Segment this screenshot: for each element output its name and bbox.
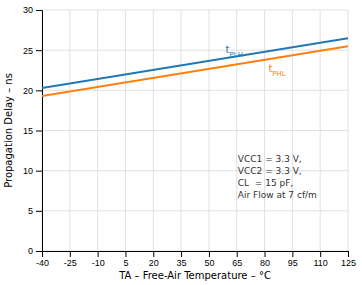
tick-label: 15 — [23, 126, 33, 136]
tick: 65 — [232, 251, 242, 268]
lines — [42, 38, 348, 96]
tick-label: 80 — [260, 258, 270, 268]
tick: 5 — [28, 206, 42, 216]
series-label: tPHL — [268, 63, 285, 78]
tick-mark — [181, 251, 182, 257]
tick: 20 — [149, 251, 159, 268]
tick-label: 125 — [341, 258, 356, 268]
axis-line — [43, 252, 349, 258]
y-axis: 0 5 10 15 20 25 30 — [23, 5, 43, 256]
annotation-line: VCC2 = 3.3 V, — [238, 166, 302, 176]
tick-mark — [348, 251, 349, 257]
tick-mark — [237, 251, 238, 257]
tick: 95 — [288, 251, 298, 268]
grid-line-y — [42, 130, 348, 131]
tick-label: 0 — [28, 246, 33, 256]
tick-mark — [36, 50, 42, 51]
grid — [42, 10, 348, 251]
tick-label: 110 — [314, 258, 328, 268]
tick-mark — [36, 90, 42, 91]
tick-label: 5 — [28, 206, 33, 216]
tick: 15 — [23, 126, 42, 136]
tick-label: 30 — [23, 5, 33, 15]
tick-mark — [320, 251, 321, 257]
tick-mark — [292, 251, 293, 257]
tick-mark — [153, 251, 154, 257]
tick-mark — [36, 10, 42, 11]
tick-mark — [98, 251, 99, 257]
y-axis-title: Propagation Delay – ns — [3, 73, 14, 188]
tick: -10 — [92, 251, 105, 268]
x-axis-title: TA – Free-Air Temperature – °C — [118, 270, 271, 281]
chart: -40 -25 -10 5 20 35 50 65 80 95 110 125 0 5 10 15 20 25 30… — [0, 0, 362, 285]
tick-label: 5 — [123, 258, 128, 268]
tick: 50 — [204, 251, 214, 268]
tick-label: 65 — [232, 258, 242, 268]
axis-line — [36, 11, 43, 252]
series-line — [42, 46, 348, 96]
x-axis: -40 -25 -10 5 20 35 50 65 80 95 110 125 — [36, 251, 356, 268]
tick-label: 50 — [204, 258, 214, 268]
tick: 25 — [23, 46, 42, 56]
series-labels: tPLH tPHL — [226, 44, 286, 78]
tick-label: 20 — [149, 258, 159, 268]
tick-label: 35 — [177, 258, 187, 268]
tick-mark — [36, 171, 42, 172]
tick-label: 10 — [23, 166, 33, 176]
tick: 110 — [314, 251, 328, 268]
tick: 30 — [23, 5, 42, 15]
grid-line-y — [42, 50, 348, 51]
grid-line-y — [42, 170, 348, 171]
tick-label: -10 — [92, 258, 105, 268]
tick: 20 — [23, 86, 42, 96]
series-label: tPLH — [226, 44, 243, 59]
annotation-line: CL = 15 pF, — [238, 178, 294, 188]
tick-mark — [70, 251, 71, 257]
tick: 5 — [123, 251, 128, 268]
tick: 35 — [177, 251, 187, 268]
tick-label: 20 — [23, 86, 33, 96]
tick-label: 25 — [23, 46, 33, 56]
tick-label: -40 — [36, 258, 49, 268]
tick: -25 — [64, 251, 77, 268]
annotation: VCC1 = 3.3 V, VCC2 = 3.3 V, CL = 15 pF, Air… — [238, 154, 317, 200]
tick: 80 — [260, 251, 270, 268]
grid-line-y — [42, 10, 348, 11]
series-line — [42, 38, 348, 88]
tick: -40 — [36, 251, 49, 268]
annotation-line: VCC1 = 3.3 V, — [238, 154, 302, 164]
tick: 125 — [341, 251, 356, 268]
annotation-line: Air Flow at 7 cf/m — [238, 190, 317, 200]
tick-mark — [36, 251, 42, 252]
tick-mark — [36, 211, 42, 212]
tick-label: -25 — [64, 258, 77, 268]
tick-label: 95 — [288, 258, 298, 268]
tick-mark — [36, 131, 42, 132]
grid-line-y — [42, 210, 348, 211]
tick: 10 — [23, 166, 42, 176]
tick-mark — [125, 251, 126, 257]
tick: 0 — [28, 246, 42, 256]
plot: -40 -25 -10 5 20 35 50 65 80 95 110 125 0 5 10 15 20 25 30… — [23, 5, 356, 268]
tick-mark — [265, 251, 266, 257]
tick-mark — [209, 251, 210, 257]
grid-line-y — [42, 90, 348, 91]
